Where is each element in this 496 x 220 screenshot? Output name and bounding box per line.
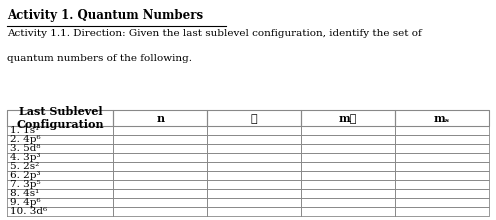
Text: 1. 1s¹: 1. 1s¹ — [10, 126, 39, 135]
Text: 10. 3d⁶: 10. 3d⁶ — [10, 207, 47, 216]
Text: 3. 5d⁸: 3. 5d⁸ — [10, 144, 40, 153]
Text: quantum numbers of the following.: quantum numbers of the following. — [7, 54, 192, 63]
Text: 4. 3p³: 4. 3p³ — [10, 153, 40, 162]
Text: Activity 1.1. Direction: Given the last sublevel configuration, identify the set: Activity 1.1. Direction: Given the last … — [7, 29, 422, 38]
Text: Last Sublevel
Configuration: Last Sublevel Configuration — [16, 106, 104, 130]
Text: 5. 2s²: 5. 2s² — [10, 162, 39, 171]
Text: 9. 4p⁶: 9. 4p⁶ — [10, 198, 41, 207]
Text: Activity 1. Quantum Numbers: Activity 1. Quantum Numbers — [7, 9, 203, 22]
Text: mℓ: mℓ — [339, 113, 357, 124]
Text: 7. 3p⁵: 7. 3p⁵ — [10, 180, 41, 189]
Text: 6. 2p³: 6. 2p³ — [10, 171, 40, 180]
Text: mₛ: mₛ — [434, 113, 450, 124]
Text: 2. 4p⁶: 2. 4p⁶ — [10, 135, 41, 144]
Text: ℓ: ℓ — [250, 113, 257, 124]
Text: n: n — [156, 113, 164, 124]
Text: 8. 4s¹: 8. 4s¹ — [10, 189, 39, 198]
